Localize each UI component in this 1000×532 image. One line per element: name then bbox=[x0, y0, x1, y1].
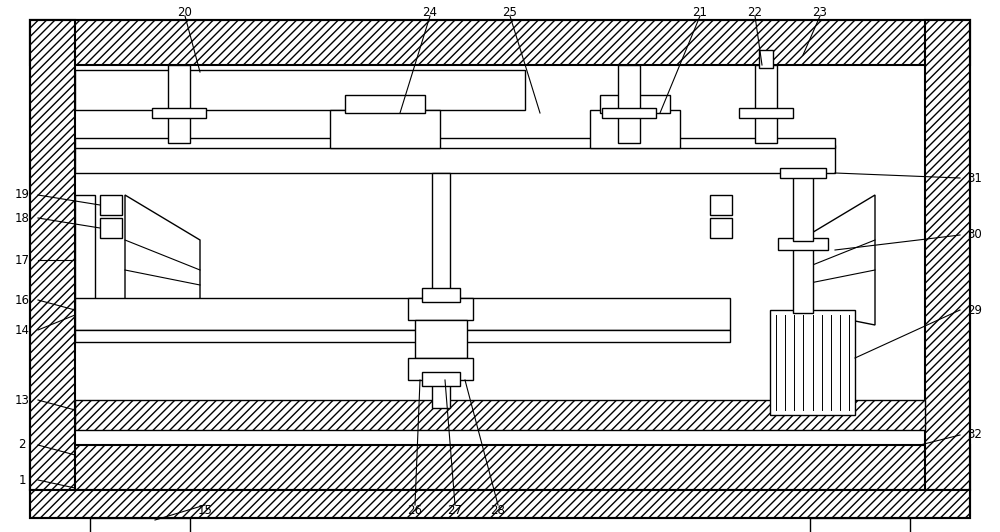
Bar bbox=[75, 195, 95, 325]
Bar bbox=[759, 50, 773, 68]
Bar bbox=[75, 400, 925, 430]
Bar bbox=[770, 310, 855, 415]
Bar bbox=[408, 298, 473, 320]
Bar bbox=[590, 110, 680, 148]
Text: 25: 25 bbox=[503, 5, 517, 19]
Text: 20: 20 bbox=[178, 5, 192, 19]
Bar bbox=[602, 108, 656, 118]
Bar bbox=[422, 372, 460, 386]
Polygon shape bbox=[800, 195, 875, 325]
Bar bbox=[755, 65, 777, 143]
Text: 16: 16 bbox=[14, 294, 30, 306]
Bar bbox=[100, 218, 122, 238]
Bar bbox=[739, 108, 793, 118]
Bar bbox=[345, 95, 425, 113]
Bar bbox=[780, 168, 826, 178]
Text: 15: 15 bbox=[198, 503, 212, 517]
Bar bbox=[600, 95, 670, 113]
Text: 31: 31 bbox=[968, 171, 982, 185]
Bar bbox=[408, 358, 473, 380]
Polygon shape bbox=[125, 195, 200, 325]
Bar bbox=[415, 320, 467, 358]
Bar bbox=[925, 20, 970, 490]
Bar bbox=[330, 110, 440, 148]
Bar bbox=[30, 490, 970, 518]
Text: 21: 21 bbox=[692, 5, 708, 19]
Bar bbox=[778, 238, 828, 250]
Text: 28: 28 bbox=[491, 503, 505, 517]
Text: 22: 22 bbox=[748, 5, 763, 19]
Bar bbox=[75, 298, 730, 330]
Bar bbox=[100, 195, 122, 215]
Bar bbox=[432, 173, 450, 301]
Bar bbox=[618, 65, 640, 143]
Text: 1: 1 bbox=[18, 473, 26, 486]
Bar bbox=[75, 138, 835, 148]
Text: 32: 32 bbox=[968, 428, 982, 442]
Bar bbox=[30, 445, 970, 490]
Bar bbox=[422, 288, 460, 302]
Bar bbox=[168, 65, 190, 143]
Text: 2: 2 bbox=[18, 438, 26, 452]
Text: 18: 18 bbox=[15, 212, 29, 225]
Text: 30: 30 bbox=[968, 229, 982, 242]
Bar bbox=[793, 245, 813, 313]
Text: 23: 23 bbox=[813, 5, 827, 19]
Text: 19: 19 bbox=[14, 188, 30, 202]
Bar bbox=[710, 218, 732, 238]
Text: 27: 27 bbox=[448, 503, 462, 517]
Text: 14: 14 bbox=[14, 323, 30, 337]
Bar bbox=[793, 173, 813, 241]
Text: 26: 26 bbox=[408, 503, 422, 517]
Bar bbox=[75, 330, 730, 342]
Bar bbox=[75, 145, 835, 173]
Text: 24: 24 bbox=[422, 5, 438, 19]
Bar bbox=[432, 380, 450, 408]
Bar bbox=[30, 20, 970, 65]
Bar bbox=[710, 195, 732, 215]
Bar bbox=[90, 518, 190, 532]
Bar bbox=[152, 108, 206, 118]
Text: 17: 17 bbox=[14, 254, 30, 267]
Bar bbox=[30, 20, 75, 490]
Text: 13: 13 bbox=[15, 394, 29, 406]
Bar bbox=[810, 518, 910, 532]
Bar bbox=[75, 70, 525, 110]
Text: 29: 29 bbox=[968, 303, 982, 317]
